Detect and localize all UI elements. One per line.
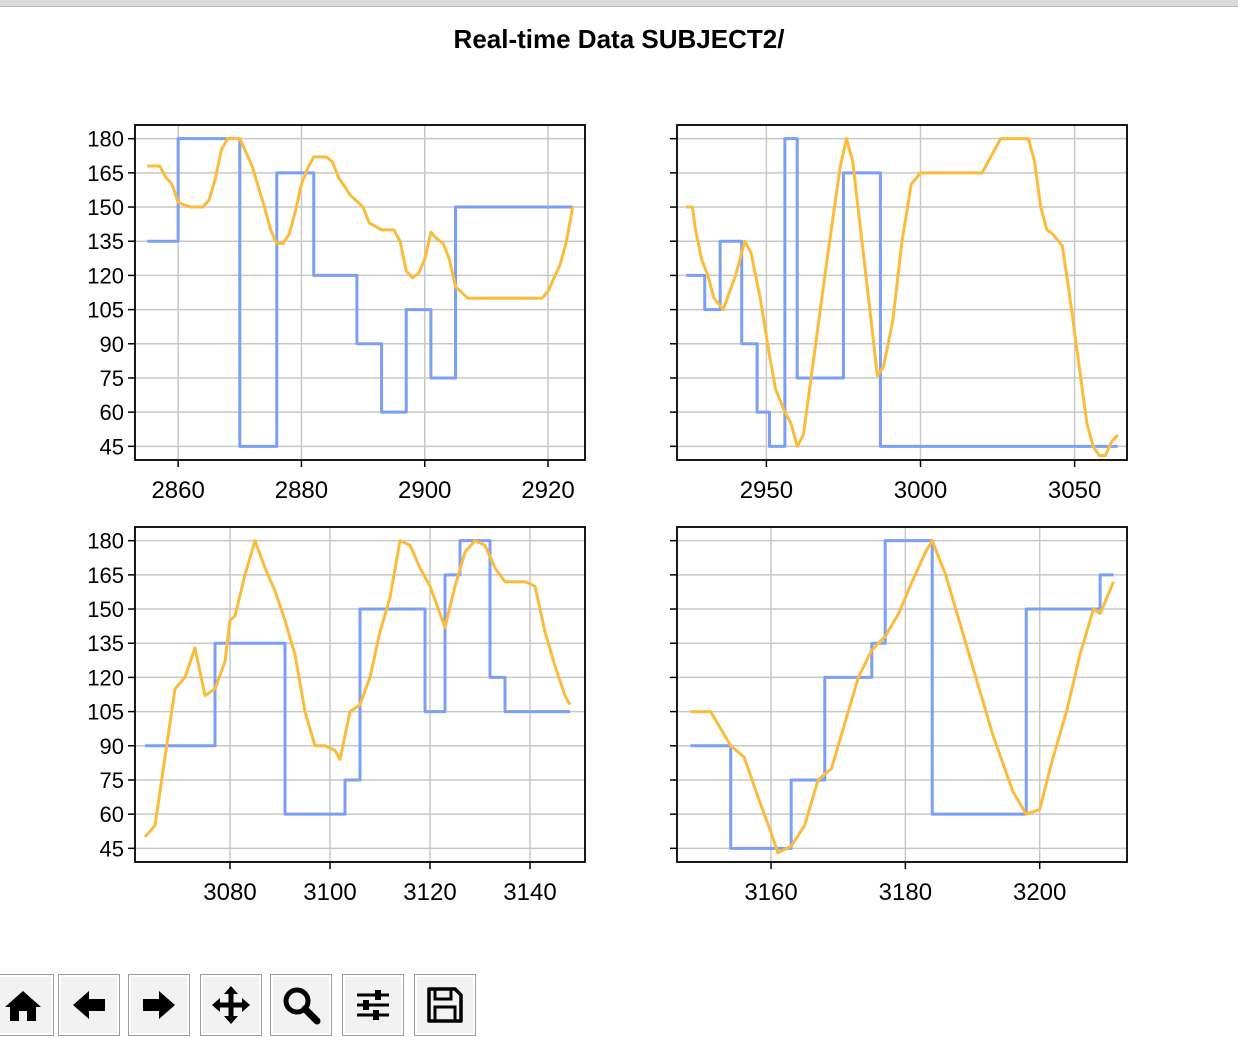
floppy-disk-icon [427,987,463,1023]
axes-frame [676,124,1128,461]
y-tick-label: 105 [87,298,124,323]
y-tick-label: 150 [87,597,124,622]
y-tick-label: 45 [100,434,124,459]
x-tick-label: 3100 [303,879,356,906]
x-tick-label: 3180 [879,879,932,906]
zoom-button[interactable] [270,974,332,1036]
axes-frame [134,124,586,461]
y-tick-label: 120 [87,263,124,288]
y-tick-label: 75 [100,366,124,391]
figure-canvas[interactable]: 2860 2880 2900 2920 45 60 75 90 105 120 135 150 165 1… [0,0,1238,960]
series-line-blue [686,137,1118,448]
x-tick-label: 3000 [894,477,947,504]
series-line-blue [690,539,1114,850]
series-line-orange [147,137,575,300]
series-line-orange [143,539,572,838]
series-line-blue [145,539,570,816]
y-tick-label: 135 [87,631,124,656]
arrow-left-icon [73,991,105,1019]
subplot-3: 3080 3100 3120 3140 45 60 75 90 105 120 135 150 165 1… [87,526,586,906]
forward-button[interactable] [128,974,190,1036]
series-line-orange [690,539,1115,855]
subplot-4: 3160 3180 3200 [670,526,1128,906]
home-icon [5,991,41,1021]
pan-button[interactable] [200,974,262,1036]
x-tick-label: 3140 [503,879,556,906]
figure-title: Real-time Data SUBJECT2/ [453,24,785,54]
navigation-toolbar [0,974,520,1040]
x-tick-label: 3080 [203,879,256,906]
x-tick-label: 2880 [275,477,328,504]
x-tick-label: 2860 [151,477,204,504]
x-tick-label: 3200 [1013,879,1066,906]
subplot-2: 2950 3000 3050 [670,124,1128,504]
y-tick-label: 135 [87,229,124,254]
y-tick-label: 165 [87,161,124,186]
arrow-right-icon [143,991,175,1019]
y-tick-label: 180 [87,529,124,554]
series-line-blue [147,137,573,448]
y-tick-label: 90 [100,734,124,759]
move-icon [212,986,250,1024]
window-top-border [0,0,1238,7]
y-tick-label: 60 [100,400,124,425]
configure-subplots-button[interactable] [342,974,404,1036]
y-tick-label: 165 [87,563,124,588]
x-tick-label: 3160 [744,879,797,906]
x-tick-label: 3050 [1048,477,1101,504]
x-tick-label: 2920 [521,477,574,504]
y-tick-label: 120 [87,665,124,690]
x-tick-label: 2950 [740,477,793,504]
y-tick-label: 105 [87,700,124,725]
sliders-icon [357,990,389,1020]
y-tick-label: 60 [100,802,124,827]
series-line-orange [686,137,1119,457]
y-tick-label: 45 [100,836,124,861]
axes-frame [676,526,1128,863]
magnifier-icon [283,987,321,1025]
y-tick-label: 150 [87,195,124,220]
save-button[interactable] [414,974,476,1036]
x-tick-label: 2900 [398,477,451,504]
axes-frame [134,526,586,863]
back-button[interactable] [58,974,120,1036]
home-button[interactable] [0,974,54,1036]
y-tick-label: 180 [87,127,124,152]
y-tick-label: 90 [100,332,124,357]
y-tick-label: 75 [100,768,124,793]
subplot-1: 2860 2880 2900 2920 45 60 75 90 105 120 135 150 165 1… [87,124,586,504]
x-tick-label: 3120 [403,879,456,906]
